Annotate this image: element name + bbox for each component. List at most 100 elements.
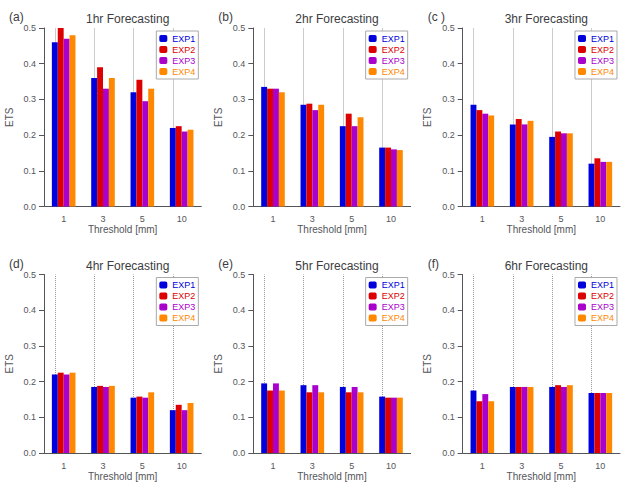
svg-text:0.0: 0.0 xyxy=(442,202,455,212)
svg-text:0.5: 0.5 xyxy=(442,23,455,33)
svg-text:EXP4: EXP4 xyxy=(591,67,614,77)
svg-text:EXP4: EXP4 xyxy=(172,313,195,323)
svg-text:EXP3: EXP3 xyxy=(172,302,195,312)
svg-text:EXP1: EXP1 xyxy=(172,34,195,44)
svg-text:3hr Forecasting: 3hr Forecasting xyxy=(505,12,588,26)
svg-text:0.1: 0.1 xyxy=(442,166,455,176)
svg-text:0.4: 0.4 xyxy=(442,305,455,315)
svg-text:EXP3: EXP3 xyxy=(591,56,614,66)
svg-text:EXP2: EXP2 xyxy=(382,291,405,301)
svg-text:1hr Forecasting: 1hr Forecasting xyxy=(86,12,169,26)
svg-text:Threshold [mm]: Threshold [mm] xyxy=(88,224,158,235)
svg-text:0.0: 0.0 xyxy=(442,448,455,458)
svg-text:(c ): (c ) xyxy=(428,10,445,24)
svg-text:1: 1 xyxy=(61,461,66,471)
svg-text:0.3: 0.3 xyxy=(23,341,36,351)
svg-text:3: 3 xyxy=(310,214,315,224)
svg-text:EXP3: EXP3 xyxy=(382,56,405,66)
svg-text:1: 1 xyxy=(270,214,275,224)
svg-text:0.1: 0.1 xyxy=(442,412,455,422)
svg-text:10: 10 xyxy=(177,214,187,224)
svg-text:0.1: 0.1 xyxy=(233,166,246,176)
svg-text:EXP3: EXP3 xyxy=(591,302,614,312)
svg-text:3: 3 xyxy=(519,461,524,471)
svg-text:0.0: 0.0 xyxy=(23,448,36,458)
svg-text:EXP2: EXP2 xyxy=(382,45,405,55)
svg-text:0.3: 0.3 xyxy=(442,341,455,351)
svg-text:(e): (e) xyxy=(218,257,233,271)
svg-text:0.0: 0.0 xyxy=(233,448,246,458)
svg-text:6hr Forecasting: 6hr Forecasting xyxy=(505,259,588,273)
svg-text:EXP2: EXP2 xyxy=(172,45,195,55)
svg-text:EXP2: EXP2 xyxy=(591,45,614,55)
svg-text:Threshold [mm]: Threshold [mm] xyxy=(507,224,577,235)
svg-text:0.4: 0.4 xyxy=(233,59,246,69)
svg-text:ETS: ETS xyxy=(213,354,224,374)
svg-text:4hr Forecasting: 4hr Forecasting xyxy=(86,259,169,273)
svg-text:0.2: 0.2 xyxy=(233,377,246,387)
svg-text:0.2: 0.2 xyxy=(233,130,246,140)
svg-text:0.1: 0.1 xyxy=(233,412,246,422)
svg-text:0.1: 0.1 xyxy=(23,412,36,422)
svg-text:Threshold [mm]: Threshold [mm] xyxy=(507,471,577,482)
svg-text:(f): (f) xyxy=(428,257,439,271)
svg-text:(d): (d) xyxy=(9,257,24,271)
svg-text:5: 5 xyxy=(349,214,354,224)
svg-text:ETS: ETS xyxy=(422,107,433,127)
svg-text:0.3: 0.3 xyxy=(233,94,246,104)
svg-text:3: 3 xyxy=(310,461,315,471)
svg-text:EXP3: EXP3 xyxy=(172,56,195,66)
svg-text:0.0: 0.0 xyxy=(23,202,36,212)
svg-text:EXP1: EXP1 xyxy=(591,34,614,44)
svg-text:EXP1: EXP1 xyxy=(382,280,405,290)
svg-text:(b): (b) xyxy=(218,10,233,24)
svg-text:Threshold [mm]: Threshold [mm] xyxy=(297,471,367,482)
svg-text:1: 1 xyxy=(480,461,485,471)
svg-text:0.2: 0.2 xyxy=(442,377,455,387)
svg-text:0.5: 0.5 xyxy=(233,23,246,33)
svg-text:1: 1 xyxy=(61,214,66,224)
svg-text:0.2: 0.2 xyxy=(442,130,455,140)
svg-text:EXP2: EXP2 xyxy=(172,291,195,301)
svg-text:EXP3: EXP3 xyxy=(382,302,405,312)
svg-text:EXP4: EXP4 xyxy=(382,313,405,323)
svg-text:5hr Forecasting: 5hr Forecasting xyxy=(295,259,378,273)
svg-text:EXP4: EXP4 xyxy=(172,67,195,77)
svg-text:10: 10 xyxy=(386,461,396,471)
svg-text:ETS: ETS xyxy=(4,107,15,127)
svg-text:Threshold [mm]: Threshold [mm] xyxy=(88,471,158,482)
svg-text:5: 5 xyxy=(349,461,354,471)
svg-text:0.3: 0.3 xyxy=(442,94,455,104)
svg-text:0.4: 0.4 xyxy=(23,305,36,315)
svg-text:0.2: 0.2 xyxy=(23,130,36,140)
svg-text:0.4: 0.4 xyxy=(23,59,36,69)
svg-text:3: 3 xyxy=(100,461,105,471)
svg-text:0.5: 0.5 xyxy=(442,270,455,280)
svg-text:0.0: 0.0 xyxy=(233,202,246,212)
svg-text:1: 1 xyxy=(270,461,275,471)
svg-text:2hr Forecasting: 2hr Forecasting xyxy=(295,12,378,26)
svg-text:0.2: 0.2 xyxy=(23,377,36,387)
svg-text:0.4: 0.4 xyxy=(233,305,246,315)
svg-text:ETS: ETS xyxy=(4,354,15,374)
svg-text:10: 10 xyxy=(177,461,187,471)
svg-text:(a): (a) xyxy=(9,10,24,24)
svg-text:3: 3 xyxy=(100,214,105,224)
svg-text:EXP1: EXP1 xyxy=(172,280,195,290)
svg-text:EXP2: EXP2 xyxy=(591,291,614,301)
svg-text:5: 5 xyxy=(558,214,563,224)
svg-text:1: 1 xyxy=(480,214,485,224)
svg-text:5: 5 xyxy=(140,214,145,224)
svg-text:5: 5 xyxy=(558,461,563,471)
svg-text:0.5: 0.5 xyxy=(23,270,36,280)
svg-text:0.3: 0.3 xyxy=(23,94,36,104)
svg-text:0.1: 0.1 xyxy=(23,166,36,176)
svg-text:ETS: ETS xyxy=(422,354,433,374)
svg-text:EXP1: EXP1 xyxy=(382,34,405,44)
svg-text:EXP4: EXP4 xyxy=(591,313,614,323)
svg-text:0.5: 0.5 xyxy=(233,270,246,280)
svg-text:10: 10 xyxy=(595,214,605,224)
svg-text:10: 10 xyxy=(595,461,605,471)
svg-text:0.3: 0.3 xyxy=(233,341,246,351)
svg-text:5: 5 xyxy=(140,461,145,471)
